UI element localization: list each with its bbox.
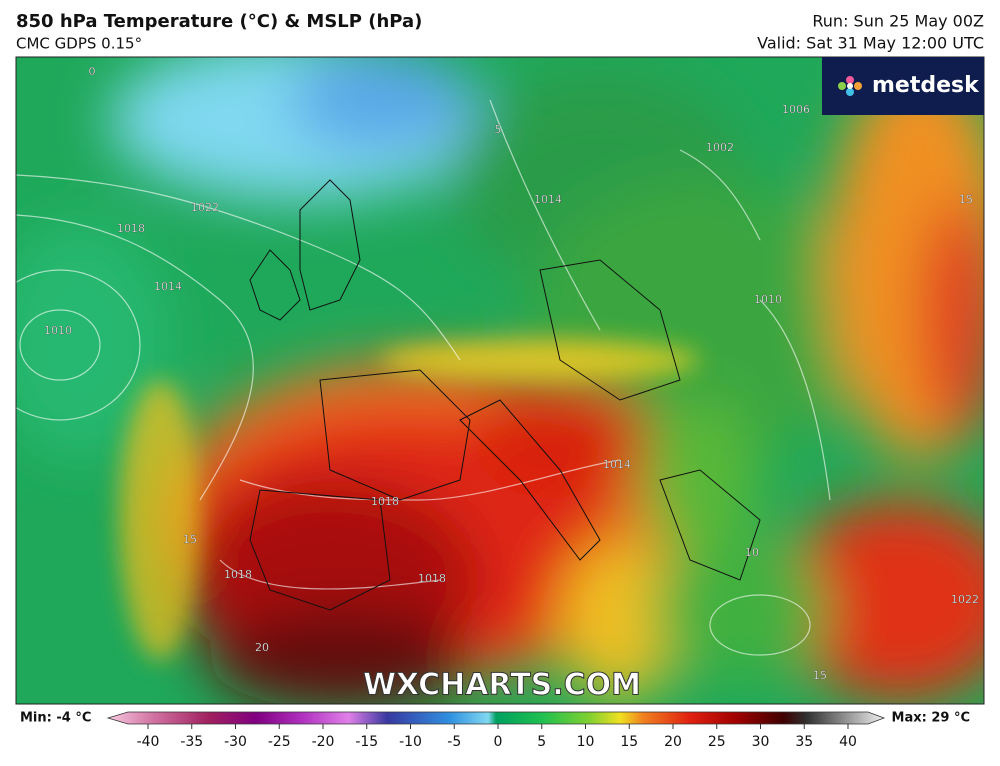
map-label: 1018 [418, 572, 446, 585]
map-label: 1018 [371, 495, 399, 508]
map-label: 1010 [754, 293, 782, 306]
colorbar-tick-label: 30 [752, 734, 770, 750]
map-label: 1018 [117, 222, 145, 235]
map-frame [15, 56, 985, 705]
watermark: WXCHARTS.COM [363, 668, 641, 703]
colorbar-tick-label: -20 [312, 734, 335, 750]
colorbar-tick-label: 5 [537, 734, 546, 750]
colorbar-tick-label: 25 [708, 734, 726, 750]
map-label: 15 [813, 669, 827, 682]
logo-text: metdesk [872, 73, 980, 98]
colorbar-tick-label: 10 [577, 734, 595, 750]
map-label: 0 [89, 65, 96, 78]
valid-time: Valid: Sat 31 May 12:00 UTC [757, 34, 984, 53]
legend-min: Min: -4 °C [20, 711, 91, 726]
map-label: 1014 [603, 458, 631, 471]
colorbar-tick-label: 40 [839, 734, 857, 750]
map-label: 1022 [951, 593, 979, 606]
colorbar-tick-label: 35 [795, 734, 813, 750]
subtitle: CMC GDPS 0.15° [16, 35, 142, 53]
logo-icon [838, 76, 862, 96]
map-label: 5 [495, 123, 502, 136]
map-field [16, 57, 984, 704]
colorbar-tick-label: -35 [180, 734, 203, 750]
map-label: 1014 [534, 193, 562, 206]
map-label: 20 [255, 641, 269, 654]
map-label: 1002 [706, 141, 734, 154]
colorbar-tick-label: 15 [620, 734, 638, 750]
legend-max: Max: 29 °C [892, 711, 970, 726]
colorbar-tick-label: 20 [664, 734, 682, 750]
map-label: 1006 [782, 103, 810, 116]
map-label: 15 [183, 533, 197, 546]
map-label: 1022 [191, 201, 219, 214]
colorbar-tick-label: -5 [447, 734, 461, 750]
map-label: 10 [745, 546, 759, 559]
colorbar-tick-label: -15 [355, 734, 378, 750]
colorbar-tick-label: -10 [399, 734, 422, 750]
run-time: Run: Sun 25 May 00Z [812, 12, 984, 31]
map-label: 1014 [154, 280, 182, 293]
colorbar-tick-label: -25 [268, 734, 291, 750]
map-label: 1010 [44, 324, 72, 337]
map-label: 15 [959, 193, 973, 206]
colorbar-tick-label: -30 [224, 734, 247, 750]
title: 850 hPa Temperature (°C) & MSLP (hPa) [16, 11, 422, 32]
colorbar-tick-label: 0 [494, 734, 503, 750]
map-label: 1018 [224, 568, 252, 581]
colorbar-tick-label: -40 [137, 734, 160, 750]
colorbar [106, 711, 886, 725]
